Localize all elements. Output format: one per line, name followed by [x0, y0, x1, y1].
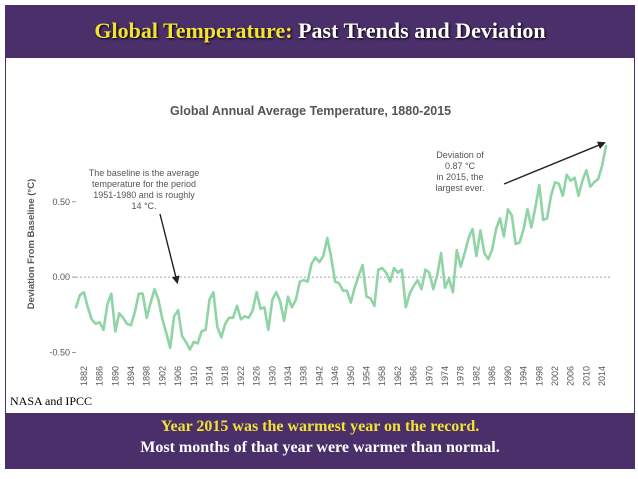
x-tick-label: 1954	[362, 366, 372, 386]
x-tick-label: 1998	[534, 366, 544, 386]
y-tick-label: 0.00	[52, 272, 70, 282]
slide: Global Temperature: Past Trends and Devi…	[5, 5, 635, 469]
caption-line-2: Most months of that year were warmer tha…	[140, 439, 500, 456]
x-tick-label: 2014	[597, 366, 607, 386]
series-line	[74, 144, 608, 351]
x-tick-label: 1898	[142, 366, 152, 386]
x-tick-label: 1918	[220, 366, 230, 386]
x-tick-label: 1986	[487, 366, 497, 386]
y-tick-label: 0.50	[52, 197, 70, 207]
x-tick-label: 1890	[110, 366, 120, 386]
deviation-annotation-text: largest ever.	[435, 183, 484, 193]
x-tick-label: 1974	[440, 366, 450, 386]
x-tick-label: 1946	[330, 366, 340, 386]
x-tick-label: 1982	[471, 366, 481, 386]
credit-text: NASA and IPCC	[10, 394, 93, 408]
tick-layer: -0.50 0.00 0.50 1882 1886 1890 1894 1898 1902 190…	[49, 197, 607, 386]
x-tick-label: 1914	[204, 366, 214, 386]
x-tick-label: 1926	[252, 366, 262, 386]
x-tick-label: 1970	[424, 366, 434, 386]
x-tick-label: 1886	[95, 366, 105, 386]
x-tick-label: 1906	[173, 366, 183, 386]
baseline-annotation-text: 14 °C.	[131, 201, 156, 211]
baseline-annotation-arrow	[159, 213, 180, 285]
x-tick-label: 1994	[519, 366, 529, 386]
x-tick-label: 2006	[566, 366, 576, 386]
x-tick-label: 1990	[503, 366, 513, 386]
slide-title: Global Temperature: Past Trends and Devi…	[94, 18, 545, 44]
baseline-annotation-text: 1951-1980 and is roughly	[93, 190, 195, 200]
x-tick-label: 2002	[550, 366, 560, 386]
x-tick-label: 1950	[346, 366, 356, 386]
deviation-annotation-text: Deviation of	[436, 150, 484, 160]
title-bar: Global Temperature: Past Trends and Devi…	[6, 6, 634, 58]
baseline-annotation-text: The baseline is the average	[89, 168, 200, 178]
slide-title-accent: Global Temperature:	[94, 18, 293, 43]
chart: Global Annual Average Temperature, 1880-…	[20, 94, 620, 386]
x-tick-label: 2010	[581, 366, 591, 386]
deviation-annotation-text: in 2015, the	[436, 172, 483, 182]
y-axis-label: Deviation From Baseline (°C)	[26, 179, 37, 310]
x-tick-label: 1966	[409, 366, 419, 386]
x-tick-label: 1938	[299, 366, 309, 386]
deviation-annotation-arrow	[503, 141, 606, 185]
x-tick-label: 1902	[157, 366, 167, 386]
chart-svg: -0.50 0.00 0.50 1882 1886 1890 1894 1898 1902 190…	[26, 141, 612, 386]
caption-bar: Year 2015 was the warmest year on the re…	[6, 413, 634, 468]
x-tick-label: 1962	[393, 366, 403, 386]
x-tick-label: 1930	[267, 366, 277, 386]
y-tick-label: -0.50	[49, 347, 70, 357]
x-tick-label: 1958	[377, 366, 387, 386]
x-tick-label: 1910	[189, 366, 199, 386]
x-tick-label: 1922	[236, 366, 246, 386]
x-tick-label: 1942	[314, 366, 324, 386]
caption-line-1: Year 2015 was the warmest year on the re…	[160, 418, 480, 435]
slide-title-rest: Past Trends and Deviation	[298, 18, 546, 43]
chart-title: Global Annual Average Temperature, 1880-…	[170, 104, 452, 118]
baseline-annotation-text: temperature for the period	[92, 179, 196, 189]
x-tick-label: 1978	[456, 366, 466, 386]
x-tick-label: 1882	[79, 366, 89, 386]
x-tick-label: 1894	[126, 366, 136, 386]
x-tick-label: 1934	[283, 366, 293, 386]
line-layer	[74, 144, 608, 351]
deviation-annotation-text: 0.87 °C	[445, 161, 476, 171]
